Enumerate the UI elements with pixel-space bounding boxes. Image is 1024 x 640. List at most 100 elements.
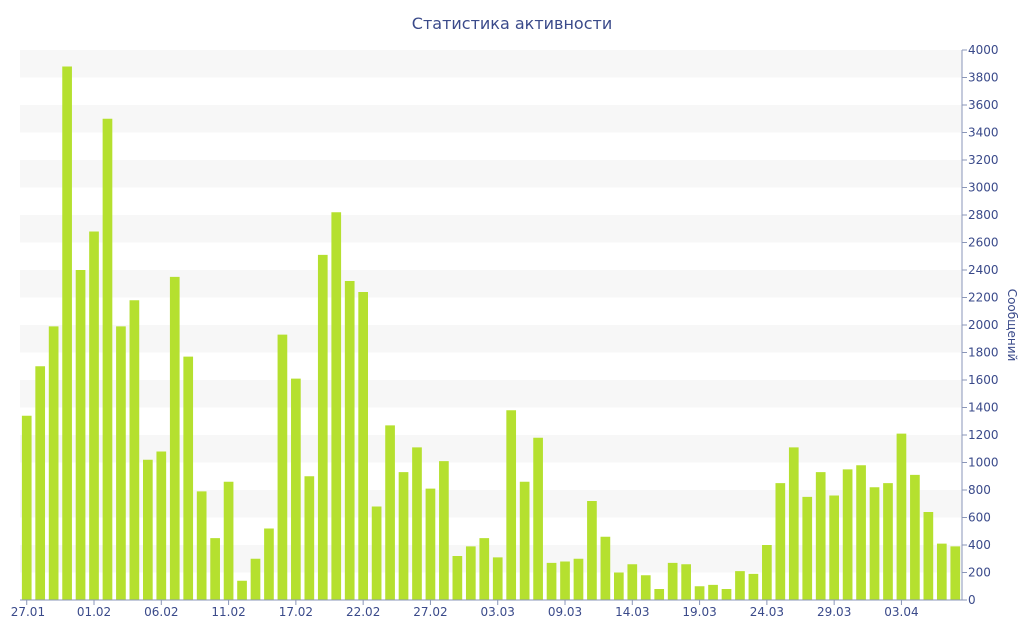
y-tick-label: 800: [968, 483, 991, 497]
bar: [775, 483, 786, 600]
bar: [183, 356, 194, 600]
bar: [277, 334, 288, 600]
bar: [439, 461, 449, 600]
y-tick-label: 3800: [968, 71, 999, 85]
y-tick-label: 1600: [968, 373, 999, 387]
bar: [169, 276, 180, 600]
bar: [250, 558, 261, 600]
bar: [681, 564, 691, 600]
bar: [412, 447, 422, 600]
bar: [116, 326, 126, 600]
bar: [910, 474, 920, 600]
bar: [640, 575, 651, 600]
bar: [62, 66, 72, 600]
x-tick-label: 17.02: [279, 605, 313, 619]
bar: [721, 589, 732, 600]
bar: [102, 118, 113, 600]
bar: [573, 558, 584, 600]
bar: [304, 476, 315, 600]
x-tick-label: 24.03: [750, 605, 784, 619]
x-tick-label: 11.02: [211, 605, 245, 619]
bar: [748, 573, 759, 600]
y-tick-label: 0: [968, 593, 976, 607]
bar: [788, 447, 799, 600]
bar: [371, 506, 382, 600]
bar: [385, 425, 395, 600]
bar: [654, 589, 665, 600]
y-tick-label: 3000: [968, 181, 999, 195]
bar: [48, 326, 59, 600]
grid-band: [20, 270, 962, 298]
x-tick-label: 29.03: [817, 605, 851, 619]
bar: [815, 472, 826, 600]
bar: [425, 488, 436, 600]
y-tick-label: 2800: [968, 208, 999, 222]
bar: [21, 415, 32, 600]
bar: [546, 562, 557, 600]
y-tick-label: 600: [968, 511, 991, 525]
bar: [35, 366, 46, 600]
x-tick-label: 27.01: [11, 605, 45, 619]
bar: [708, 584, 718, 600]
grid-band: [20, 215, 962, 243]
y-tick-label: 3600: [968, 98, 999, 112]
bar: [533, 437, 543, 600]
x-tick-label: 03.03: [481, 605, 515, 619]
bar: [613, 572, 624, 600]
y-tick-label: 2600: [968, 236, 999, 250]
bar: [89, 231, 99, 600]
bar: [802, 496, 813, 600]
bar: [358, 292, 369, 600]
bar: [317, 254, 328, 600]
bar: [479, 538, 490, 600]
grid-band: [20, 325, 962, 353]
x-tick-label: 19.03: [682, 605, 716, 619]
bar: [156, 451, 167, 600]
bar: [223, 481, 234, 600]
bar: [600, 536, 611, 600]
chart-title: Статистика активности: [411, 14, 613, 33]
bar: [237, 580, 247, 600]
bar: [344, 281, 355, 600]
y-tick-label: 4000: [968, 43, 999, 57]
y-axis-ticks: 0 200 400 600 800 1000 1200 1400 1600 1800 2000 220…: [962, 43, 999, 607]
bar: [896, 433, 907, 600]
bar: [291, 378, 301, 600]
y-axis-title: Сообщений: [1005, 289, 1019, 362]
bar: [331, 212, 342, 600]
grid-band: [20, 105, 962, 133]
bar: [694, 586, 705, 600]
x-tick-label: 09.03: [548, 605, 582, 619]
bar: [842, 469, 853, 600]
x-tick-label: 03.04: [884, 605, 918, 619]
x-tick-label: 14.03: [615, 605, 649, 619]
bar: [560, 561, 570, 600]
bar: [667, 562, 678, 600]
y-tick-label: 1400: [968, 401, 999, 415]
bar: [210, 538, 220, 600]
x-tick-label: 01.02: [77, 605, 111, 619]
bar: [627, 564, 638, 600]
y-tick-label: 1000: [968, 456, 999, 470]
bar: [129, 300, 140, 600]
bar: [869, 487, 880, 600]
bar: [465, 546, 476, 600]
bar: [196, 491, 207, 600]
y-tick-label: 400: [968, 538, 991, 552]
bar: [75, 270, 86, 600]
bar: [829, 495, 840, 600]
x-tick-label: 06.02: [144, 605, 178, 619]
y-tick-label: 2200: [968, 291, 999, 305]
grid-band: [20, 160, 962, 188]
bar: [506, 410, 517, 600]
y-tick-label: 200: [968, 566, 991, 580]
bar: [950, 546, 961, 600]
bar: [492, 557, 503, 600]
x-tick-label: 27.02: [413, 605, 447, 619]
grid-band: [20, 50, 962, 78]
bar: [762, 545, 772, 600]
bar: [587, 501, 597, 600]
x-tick-label: 22.02: [346, 605, 380, 619]
